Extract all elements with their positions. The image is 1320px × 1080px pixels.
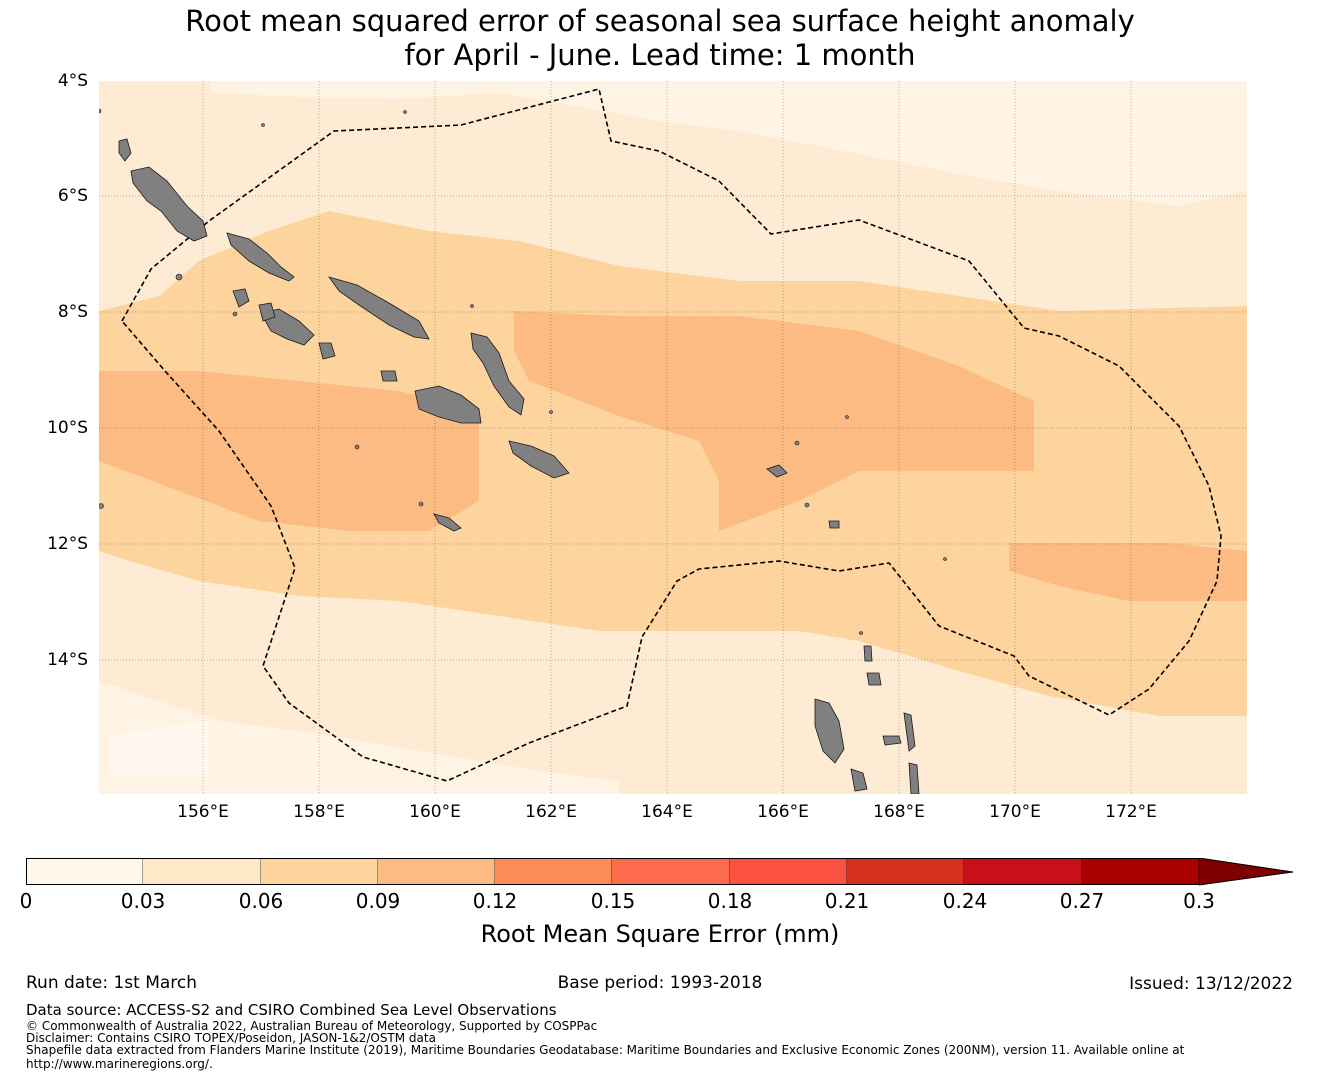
island-vanikoro (828, 520, 840, 529)
island-vanua-lava (866, 672, 882, 686)
islet (175, 273, 183, 281)
marineregions-url[interactable]: http://www.marineregions.org/. (26, 1057, 213, 1071)
colorbar-segment (26, 858, 144, 885)
colorbar-segment (377, 858, 496, 885)
lon-label: 172°E (1105, 802, 1157, 822)
colorbar-segment (495, 858, 613, 885)
colorbar-tick: 0.15 (590, 889, 636, 913)
disclaimer: Disclaimer: Contains CSIRO TOPEX/Poseido… (26, 1031, 436, 1045)
lon-label: 166°E (757, 802, 809, 822)
lon-label: 156°E (177, 802, 229, 822)
lon-label: 168°E (873, 802, 925, 822)
island-espiritu-santo (814, 698, 845, 764)
islet (859, 631, 863, 635)
island-makira (508, 440, 570, 479)
islet (804, 502, 810, 508)
islet (354, 444, 360, 450)
colorbar-extend-triangle (1199, 858, 1294, 886)
chart-title-line-1: Root mean squared error of seasonal sea … (185, 4, 1135, 38)
eez-boundary (121, 88, 1222, 782)
lat-label: 10°S (47, 418, 88, 438)
colorbar-tick: 0.24 (942, 889, 988, 913)
island-buka (118, 138, 132, 162)
island-malaita (470, 332, 525, 416)
rmse-band-very-low (211, 81, 1247, 206)
copyright-notice: © Commonwealth of Australia 2022, Austra… (26, 1019, 598, 1033)
lon-label: 160°E (409, 802, 461, 822)
islet (403, 110, 407, 114)
islet (99, 503, 104, 509)
islet (845, 415, 849, 419)
islet (99, 108, 102, 114)
colorbar-label: Root Mean Square Error (mm) (480, 920, 840, 948)
island-maewo (903, 712, 916, 752)
islet (470, 304, 474, 308)
colorbar-segment (729, 858, 848, 885)
lat-label: 6°S (57, 186, 88, 206)
colorbar-tick: 0.18 (707, 889, 753, 913)
island-guadalcanal (414, 385, 482, 424)
island-rennell (433, 513, 462, 532)
colorbar-tick: 0.06 (238, 889, 284, 913)
colorbar-tick: 0.09 (355, 889, 401, 913)
island-torres (863, 645, 873, 662)
islet (549, 410, 553, 414)
island-malakula (850, 768, 868, 792)
islet (794, 440, 800, 446)
island-russell (318, 342, 336, 360)
colorbar-segment (260, 858, 378, 885)
rmse-band-high (1009, 543, 1247, 601)
colorbar-tick: 0.3 (1183, 889, 1215, 913)
islet (261, 123, 265, 127)
colorbar-tick: 0.27 (1059, 889, 1105, 913)
island-santa-isabel (328, 276, 430, 340)
lon-label: 164°E (641, 802, 693, 822)
base-period: Base period: 1993-2018 (557, 973, 763, 993)
chart-title-line-2: for April - June. Lead time: 1 month (404, 38, 916, 72)
lon-label: 162°E (525, 802, 577, 822)
islet (418, 501, 424, 507)
rmse-band-very-low (109, 721, 209, 776)
rmse-band-mid (99, 211, 1247, 716)
run-date: Run date: 1st March (26, 973, 198, 993)
island-new-georgia (260, 308, 315, 346)
lat-label: 14°S (47, 650, 88, 670)
island-ngella (380, 370, 398, 382)
colorbar-segment (847, 858, 965, 885)
map-canvas (99, 81, 1247, 794)
island-ambae (882, 735, 902, 746)
island-choiseul (226, 232, 295, 282)
islet (943, 557, 947, 561)
island-santa-cruz (766, 464, 788, 478)
lat-label: 12°S (47, 534, 88, 554)
data-source: Data source: ACCESS-S2 and CSIRO Combine… (26, 1001, 557, 1019)
colorbar (26, 858, 1199, 885)
island-kolombangara (258, 302, 276, 322)
rmse-band-very-low (99, 681, 619, 794)
colorbar-segment (1081, 858, 1199, 885)
colorbar-segment (612, 858, 730, 885)
islet (232, 311, 238, 317)
lon-label: 158°E (293, 802, 345, 822)
colorbar-extend-arrow (1199, 858, 1294, 886)
colorbar-tick: 0.12 (472, 889, 518, 913)
island-pentecost (908, 762, 920, 794)
lon-label: 170°E (989, 802, 1041, 822)
colorbar-segment (964, 858, 1082, 885)
colorbar-tick: 0 (19, 889, 33, 913)
rmse-band-high (514, 311, 1034, 531)
rmse-band-high (99, 371, 479, 531)
colorbar-tick: 0.21 (824, 889, 870, 913)
lat-label: 8°S (57, 302, 88, 322)
colorbar-segment (143, 858, 261, 885)
lat-label: 4°S (57, 71, 88, 91)
colorbar-tick: 0.03 (120, 889, 166, 913)
island-vella-lavella (232, 288, 250, 308)
issued-date: Issued: 13/12/2022 (1129, 974, 1293, 994)
island-bougainville (130, 166, 208, 242)
shapefile-credit: Shapefile data extracted from Flanders M… (26, 1043, 1185, 1057)
